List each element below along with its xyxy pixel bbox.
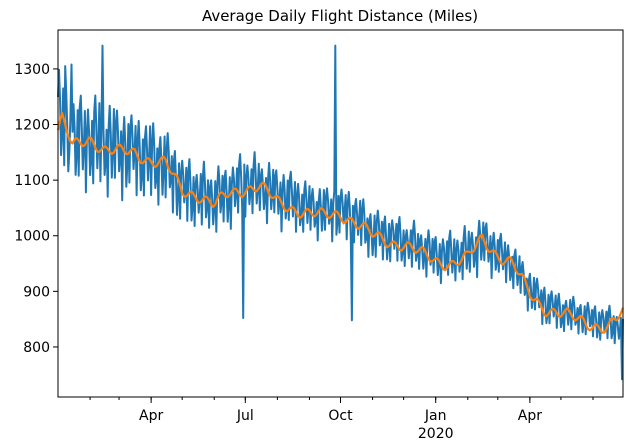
plot-area <box>56 44 625 381</box>
y-tick-label: 1100 <box>14 173 50 189</box>
rolling-average-line <box>56 111 625 334</box>
y-axis: 800 900 1000 1100 1200 1300 <box>14 62 58 356</box>
daily-distance-line <box>57 44 624 381</box>
y-tick-label: 1200 <box>14 118 50 134</box>
x-axis: Apr Jul Oct Jan Apr 2020 <box>89 397 594 442</box>
y-tick-label: 1000 <box>14 229 50 245</box>
x-year-label: 2020 <box>418 426 454 442</box>
plot-frame <box>57 29 624 398</box>
x-tick-label: Apr <box>139 408 163 424</box>
chart-title: Average Daily Flight Distance (Miles) <box>202 7 478 25</box>
y-tick-label: 900 <box>23 284 50 300</box>
x-tick-label: Jan <box>424 408 447 424</box>
y-tick-label: 1300 <box>14 62 50 78</box>
x-tick-label: Apr <box>518 408 542 424</box>
y-tick-label: 800 <box>23 340 50 356</box>
x-tick-label: Oct <box>328 408 353 424</box>
x-tick-label: Jul <box>236 408 254 424</box>
